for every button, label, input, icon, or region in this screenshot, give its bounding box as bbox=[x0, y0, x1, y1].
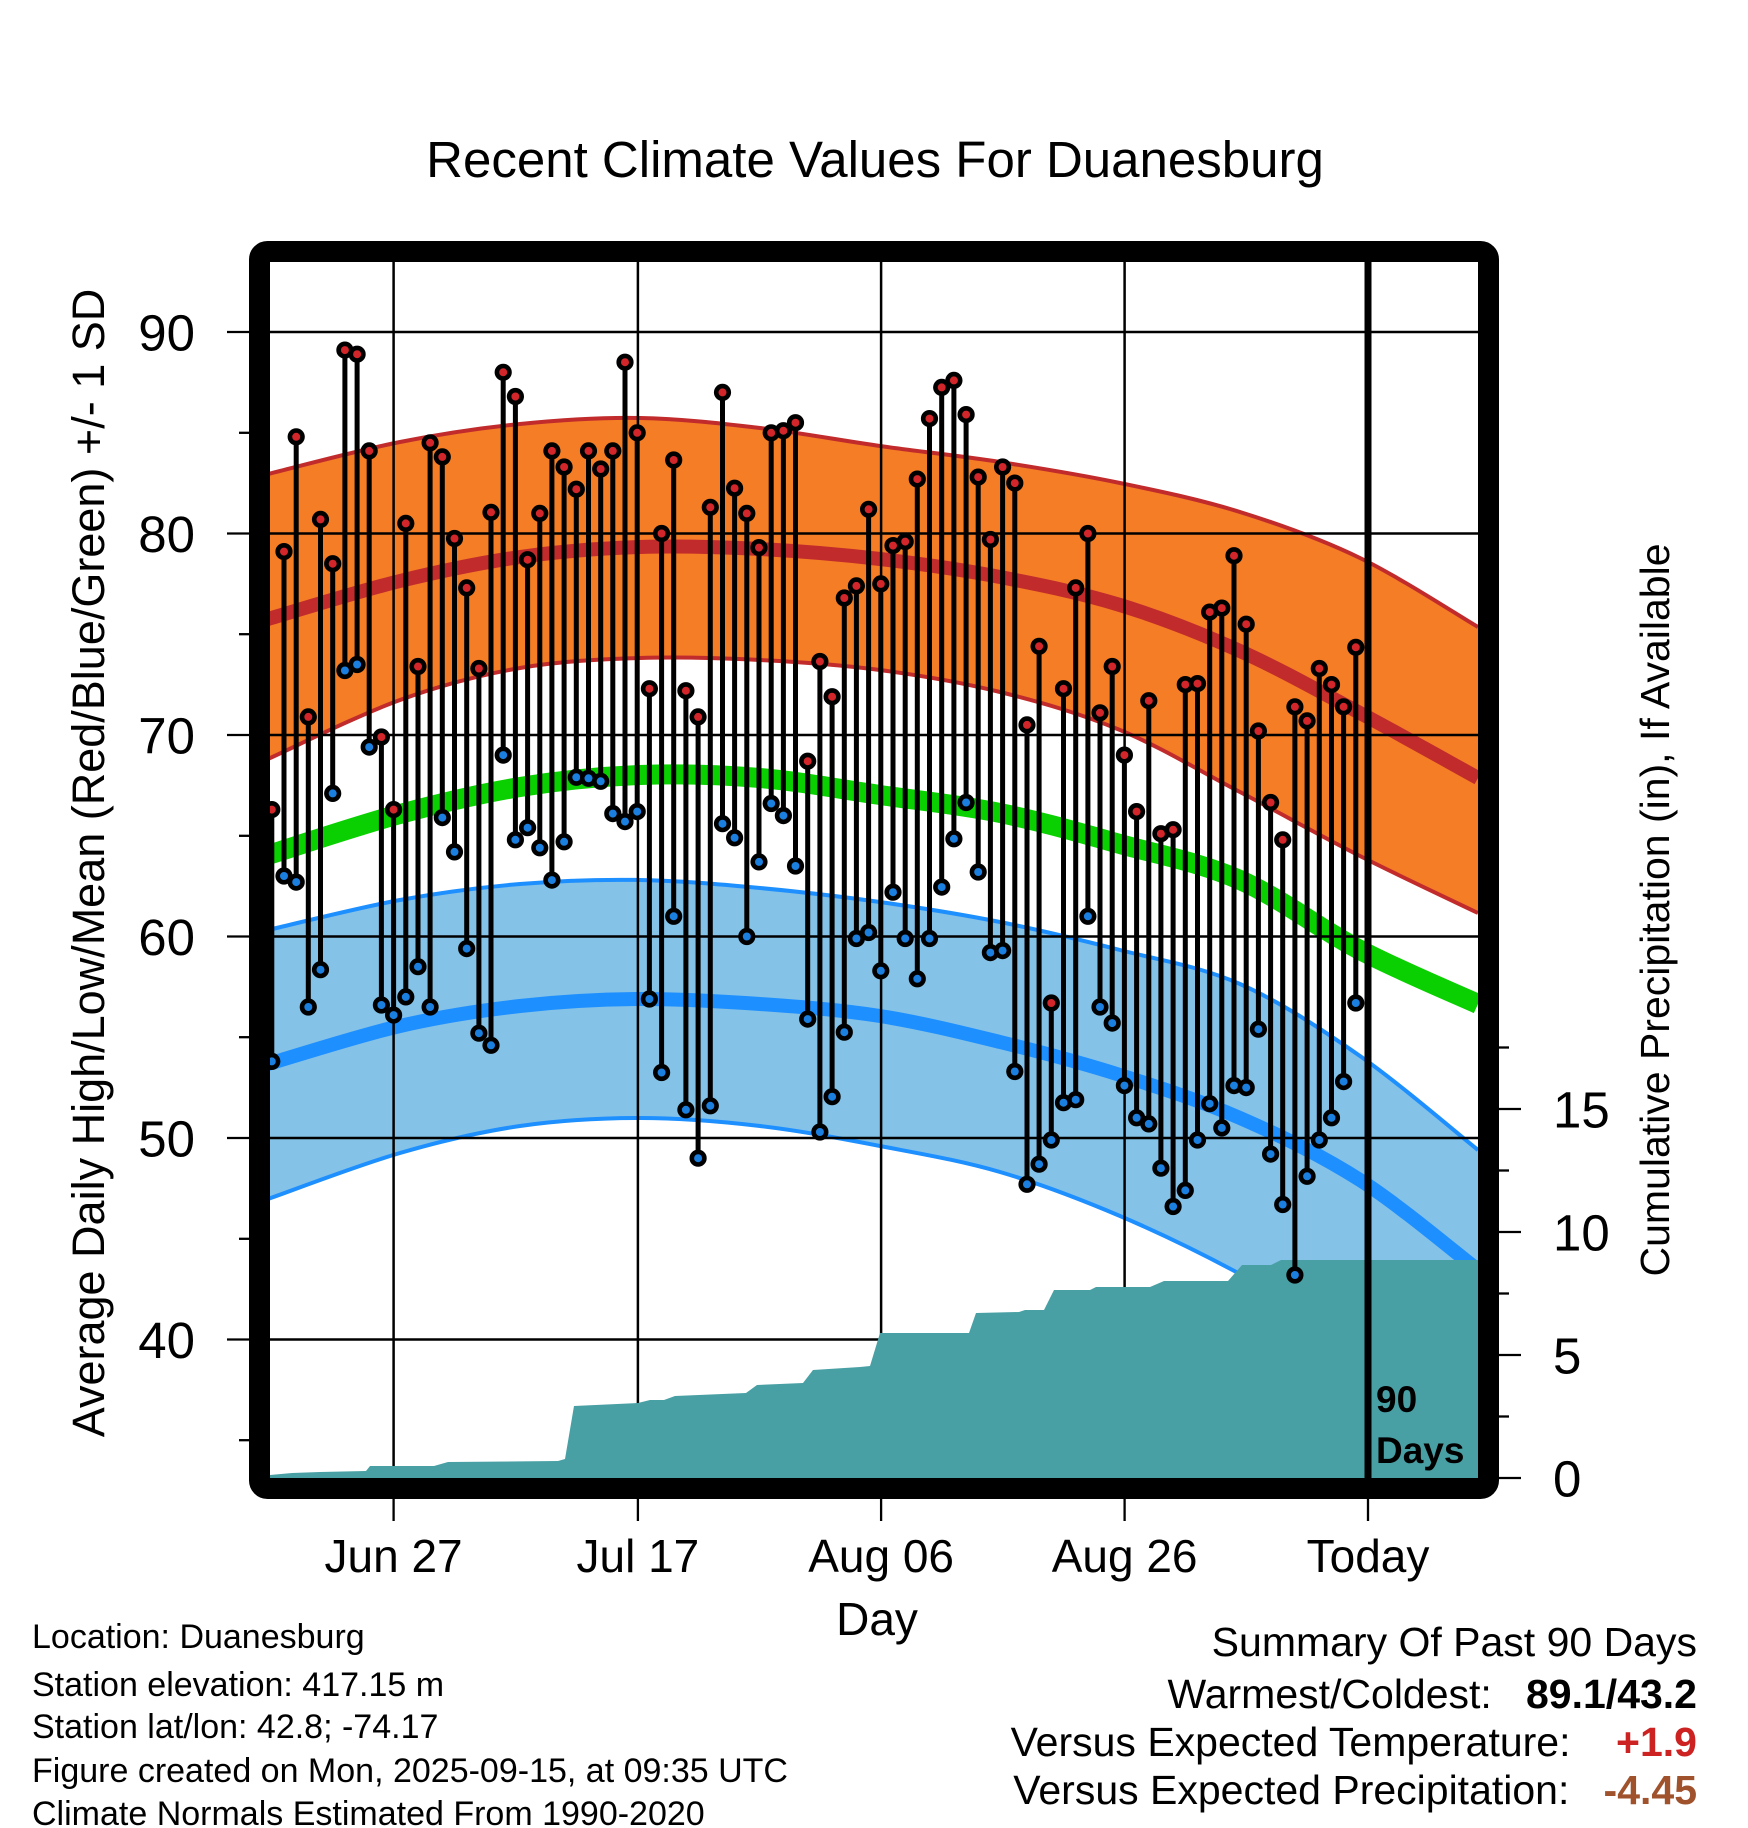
svg-text:90: 90 bbox=[138, 305, 195, 362]
svg-text:10: 10 bbox=[1553, 1205, 1610, 1262]
svg-text:Summary Of Past 90 Days: Summary Of Past 90 Days bbox=[1212, 1619, 1697, 1665]
svg-text:60: 60 bbox=[138, 909, 195, 966]
svg-text:Jun 27: Jun 27 bbox=[325, 1530, 463, 1582]
svg-text:80: 80 bbox=[138, 506, 195, 563]
svg-text:Days: Days bbox=[1376, 1430, 1464, 1471]
svg-text:90: 90 bbox=[1376, 1379, 1417, 1420]
svg-text:Versus Expected Precipitation:: Versus Expected Precipitation: -4.45 bbox=[1013, 1767, 1697, 1813]
svg-text:Jul 17: Jul 17 bbox=[577, 1530, 700, 1582]
svg-text:Day: Day bbox=[836, 1593, 918, 1645]
svg-text:50: 50 bbox=[138, 1111, 195, 1168]
svg-text:Average Daily High/Low/Mean (R: Average Daily High/Low/Mean (Red/Blue/Gr… bbox=[63, 289, 114, 1437]
svg-text:Warmest/Coldest: 89.1/43.2: Warmest/Coldest: 89.1/43.2 bbox=[1168, 1671, 1697, 1717]
svg-text:40: 40 bbox=[138, 1312, 195, 1369]
svg-text:Location: Duanesburg: Location: Duanesburg bbox=[32, 1618, 365, 1656]
svg-text:5: 5 bbox=[1553, 1328, 1581, 1385]
svg-text:Figure created on Mon, 2025-09: Figure created on Mon, 2025-09-15, at 09… bbox=[32, 1752, 788, 1790]
svg-text:Cumulative Precipitation (in),: Cumulative Precipitation (in), If Availa… bbox=[1632, 543, 1678, 1276]
svg-text:Station lat/lon: 42.8; -74.17: Station lat/lon: 42.8; -74.17 bbox=[32, 1708, 438, 1746]
svg-text:Today: Today bbox=[1307, 1530, 1430, 1582]
svg-text:70: 70 bbox=[138, 708, 195, 765]
svg-text:Climate Normals Estimated From: Climate Normals Estimated From 1990-2020 bbox=[32, 1795, 705, 1828]
svg-text:Station elevation: 417.15 m: Station elevation: 417.15 m bbox=[32, 1666, 444, 1704]
svg-text:0: 0 bbox=[1553, 1451, 1581, 1508]
svg-text:Versus Expected Temperature:: Versus Expected Temperature: +1.9 bbox=[1011, 1719, 1697, 1765]
svg-text:Recent Climate Values For Duan: Recent Climate Values For Duanesburg bbox=[426, 131, 1324, 188]
svg-text:15: 15 bbox=[1553, 1082, 1610, 1139]
svg-text:Aug 06: Aug 06 bbox=[808, 1530, 954, 1582]
svg-text:Aug 26: Aug 26 bbox=[1052, 1530, 1198, 1582]
